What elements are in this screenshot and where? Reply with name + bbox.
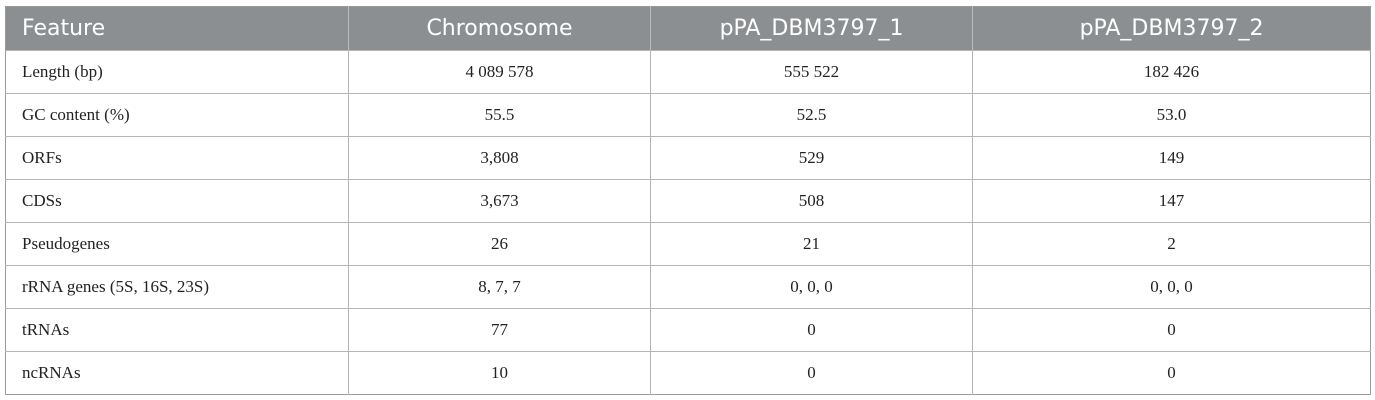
header-row: Feature Chromosome pPA_DBM3797_1 pPA_DBM… (5, 6, 1371, 51)
row-label: tRNAs (5, 308, 349, 352)
cell-plasmid-2: 0, 0, 0 (972, 265, 1371, 309)
row-label: ncRNAs (5, 351, 349, 395)
cell-chromosome: 55.5 (348, 93, 651, 137)
cell-plasmid-2: 147 (972, 179, 1371, 223)
row-label: ORFs (5, 136, 349, 180)
cell-plasmid-2: 0 (972, 308, 1371, 352)
cell-plasmid-2: 2 (972, 222, 1371, 266)
cell-plasmid-2: 0 (972, 351, 1371, 395)
cell-plasmid-2: 182 426 (972, 50, 1371, 94)
table-header: Feature Chromosome pPA_DBM3797_1 pPA_DBM… (5, 6, 1371, 51)
cell-plasmid-1: 21 (650, 222, 973, 266)
row-label: Length (bp) (5, 50, 349, 94)
table-row: tRNAs 77 0 0 (5, 308, 1371, 352)
table-row: rRNA genes (5S, 16S, 23S) 8, 7, 7 0, 0, … (5, 265, 1371, 309)
table-row: CDSs 3,673 508 147 (5, 179, 1371, 223)
table-row: ORFs 3,808 529 149 (5, 136, 1371, 180)
table-row: Pseudogenes 26 21 2 (5, 222, 1371, 266)
cell-plasmid-1: 0 (650, 308, 973, 352)
cell-plasmid-2: 53.0 (972, 93, 1371, 137)
cell-chromosome: 4 089 578 (348, 50, 651, 94)
table-body: Length (bp) 4 089 578 555 522 182 426 GC… (5, 50, 1371, 395)
cell-chromosome: 3,808 (348, 136, 651, 180)
row-label: rRNA genes (5S, 16S, 23S) (5, 265, 349, 309)
cell-chromosome: 77 (348, 308, 651, 352)
genome-features-table-container: Feature Chromosome pPA_DBM3797_1 pPA_DBM… (5, 6, 1371, 395)
cell-chromosome: 3,673 (348, 179, 651, 223)
header-plasmid-1: pPA_DBM3797_1 (650, 6, 973, 51)
row-label: Pseudogenes (5, 222, 349, 266)
table-row: ncRNAs 10 0 0 (5, 351, 1371, 395)
cell-chromosome: 26 (348, 222, 651, 266)
header-feature: Feature (5, 6, 349, 51)
table-row: GC content (%) 55.5 52.5 53.0 (5, 93, 1371, 137)
row-label: GC content (%) (5, 93, 349, 137)
cell-plasmid-1: 508 (650, 179, 973, 223)
cell-plasmid-1: 529 (650, 136, 973, 180)
cell-plasmid-1: 0, 0, 0 (650, 265, 973, 309)
table-row: Length (bp) 4 089 578 555 522 182 426 (5, 50, 1371, 94)
cell-chromosome: 8, 7, 7 (348, 265, 651, 309)
header-chromosome: Chromosome (348, 6, 651, 51)
cell-plasmid-1: 0 (650, 351, 973, 395)
genome-features-table: Feature Chromosome pPA_DBM3797_1 pPA_DBM… (5, 6, 1371, 395)
row-label: CDSs (5, 179, 349, 223)
cell-plasmid-1: 555 522 (650, 50, 973, 94)
header-plasmid-2: pPA_DBM3797_2 (1079, 16, 1264, 41)
cell-plasmid-2: 149 (972, 136, 1371, 180)
cell-plasmid-1: 52.5 (650, 93, 973, 137)
cell-chromosome: 10 (348, 351, 651, 395)
